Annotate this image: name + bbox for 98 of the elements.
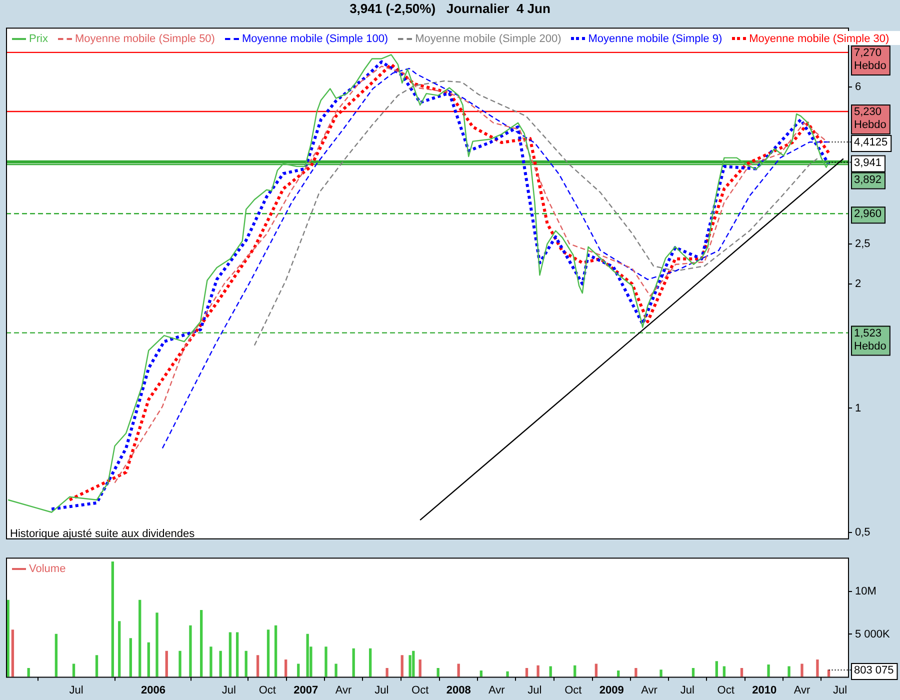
ref-line-label: 5,230 Hebdo [854, 106, 886, 132]
x-tick-label: 2010 [752, 684, 777, 696]
y-tick-label: 5 000K [855, 628, 891, 640]
bar [594, 664, 598, 677]
annotation: 4,4125 [854, 136, 888, 149]
annotation: Historique ajusté suite aux dividendes [10, 528, 195, 540]
x-tick-label: 2007 [294, 684, 318, 696]
bar [715, 661, 718, 677]
bar [274, 625, 278, 677]
x-tick-label: Avr [335, 684, 352, 696]
bar [244, 650, 248, 677]
bar [457, 664, 460, 677]
annotation: 803 075 [854, 664, 894, 676]
bar [200, 610, 203, 677]
legend-label: Volume [29, 563, 66, 575]
bar [178, 650, 182, 677]
y-tick-label: 1 [855, 402, 862, 414]
bar [256, 655, 260, 677]
bar [138, 600, 142, 677]
bar [800, 664, 804, 677]
x-tick-label: Jul [680, 684, 694, 696]
bar [574, 665, 576, 677]
bar [156, 612, 158, 677]
y-tick-label: 2,5 [855, 238, 870, 250]
line-series [254, 80, 819, 346]
x-tick-label: Avr [641, 684, 658, 696]
x-tick-label: Oct [258, 684, 276, 696]
annotation: 3,941 [854, 156, 882, 169]
bar [536, 665, 540, 677]
bar [525, 668, 528, 677]
x-tick-label: 2006 [140, 684, 166, 696]
bar [189, 625, 192, 677]
bar [228, 632, 232, 677]
bar [480, 670, 482, 677]
ref-line-label: 1,523 Hebdo [854, 327, 886, 352]
bar [400, 655, 404, 677]
y-tick-label: 6 [855, 80, 862, 93]
bar [219, 650, 222, 677]
x-tick-label: Jul [374, 684, 389, 696]
x-tick-label: Oct [717, 684, 734, 696]
bar [740, 668, 744, 677]
y-tick-label: 0,5 [855, 526, 870, 539]
bar [284, 659, 288, 677]
x-tick-label: 2008 [446, 684, 471, 696]
bar [11, 630, 14, 677]
bar [210, 646, 212, 677]
legend-label: Moyenne mobile (Simple 100) [242, 33, 388, 45]
bar [368, 648, 372, 677]
bar [816, 659, 819, 677]
bar [27, 668, 30, 677]
bar [95, 655, 98, 677]
bar [408, 655, 412, 677]
x-tick-label: Avr [488, 684, 506, 696]
bar [72, 664, 76, 677]
bar [306, 634, 309, 677]
legend-label: Moyenne mobile (Simple 200) [415, 33, 562, 45]
x-tick-label: 2009 [599, 684, 624, 696]
legend-label: Moyenne mobile (Simple 9) [588, 32, 722, 44]
ref-line-label: 7,270 Hebdo [854, 46, 886, 72]
bar [352, 648, 355, 677]
bar [617, 670, 620, 677]
ref-line-label: 3,892 [854, 174, 882, 186]
ref-line-label: 2,960 [854, 208, 882, 220]
legend-label: Moyenne mobile (Simple 50) [74, 33, 215, 45]
bar [118, 621, 121, 677]
bar [788, 666, 790, 677]
chart-title: 3,941 (-2,50%) Journalier 4 Jun [348, 0, 552, 18]
bar [634, 668, 638, 677]
bar [506, 671, 509, 677]
x-tick-label: Oct [412, 684, 429, 696]
x-tick-label: Oct [564, 684, 582, 696]
legend-label: Moyenne mobile (Simple 30) [749, 32, 890, 44]
bar [147, 642, 150, 677]
bar [436, 668, 440, 677]
x-tick-label: Jul [833, 684, 848, 696]
bar [418, 659, 422, 677]
bar [386, 668, 388, 677]
bar [692, 668, 695, 677]
bar [236, 632, 239, 677]
x-tick-label: Jul [222, 684, 236, 696]
bar [266, 630, 270, 677]
bar [129, 638, 132, 677]
bar [324, 646, 328, 677]
x-tick-label: Avr [794, 684, 810, 696]
y-tick-label: 10M [855, 586, 876, 598]
x-tick-label: Jul [69, 684, 84, 696]
bar [660, 670, 662, 677]
legend-label: Prix [29, 33, 48, 45]
bar [111, 562, 114, 677]
x-tick-label: Jul [528, 684, 542, 696]
bar [165, 650, 168, 677]
bar [297, 664, 300, 677]
bar [412, 650, 415, 677]
bar [6, 600, 10, 677]
y-tick-label: 2 [855, 278, 862, 290]
bar [767, 664, 770, 677]
bar [54, 634, 58, 677]
bar [334, 664, 338, 677]
